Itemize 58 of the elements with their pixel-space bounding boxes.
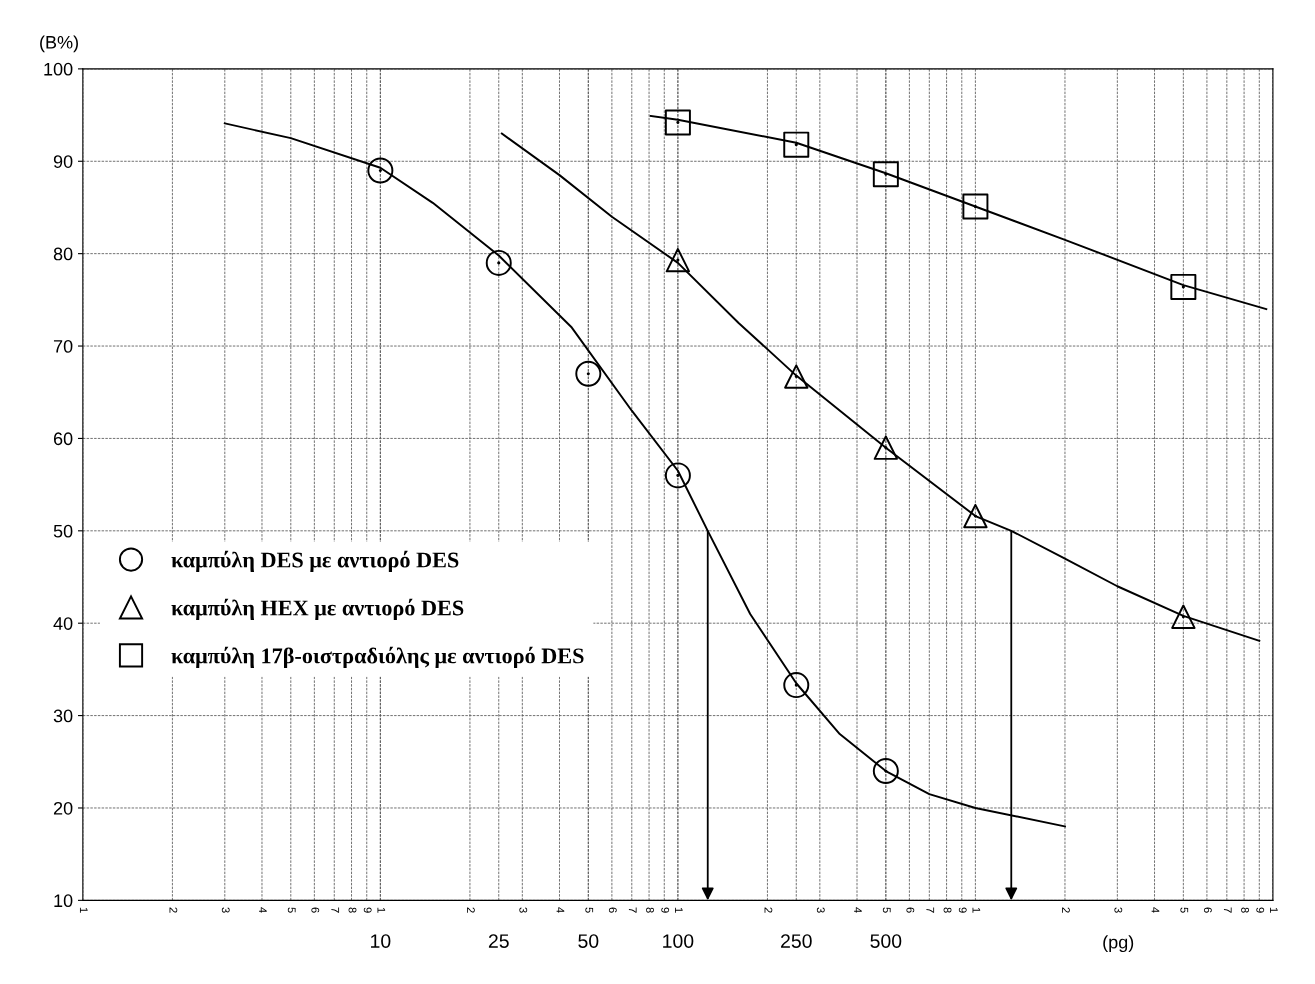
legend-label: καμπύλη 17β-οιστραδιόλης με αντιορό DES (171, 646, 584, 668)
y-tick-label: 80 (53, 247, 73, 261)
text: 1 (675, 907, 683, 913)
text: 4 (259, 907, 267, 913)
text: 3 (1114, 907, 1123, 913)
text: 5 (882, 907, 891, 913)
text: 8 (348, 907, 357, 913)
x-axis-title: (pg) (1103, 935, 1134, 953)
y-tick-label: 20 (53, 801, 73, 815)
text: 2 (1062, 907, 1070, 913)
text: 7 (1223, 907, 1232, 913)
text: 5 (287, 907, 296, 913)
text: 9 (363, 907, 372, 913)
text: 7 (331, 907, 340, 913)
y-tick-label: 30 (53, 709, 73, 723)
y-tick-label: 10 (54, 894, 73, 908)
text: 5 (1180, 907, 1189, 913)
text: 8 (1241, 907, 1249, 913)
text: 2 (764, 907, 773, 913)
text: 9 (661, 907, 670, 913)
text: 8 (943, 907, 952, 913)
text: 9 (958, 907, 967, 913)
text: 7 (926, 907, 935, 913)
text: 9 (1256, 907, 1265, 913)
x-tick-label: 25 (488, 934, 509, 948)
y-tick-label: 50 (53, 524, 73, 538)
x-tick-label: 10 (371, 934, 391, 948)
text: 1 (79, 907, 88, 913)
text: 2 (467, 907, 475, 913)
y-tick-label: 60 (53, 432, 73, 446)
y-axis-title: (B%) (40, 35, 78, 53)
text: 1 (972, 907, 981, 913)
text: 6 (311, 907, 320, 913)
text: 6 (608, 907, 617, 913)
text: 3 (221, 907, 230, 913)
text: 3 (519, 907, 528, 913)
text: 5 (585, 907, 594, 913)
legend-label: καμπύλη DES με αντιορό DES (171, 550, 459, 573)
legend-label: καμπύλη HEX με αντιορό DES (171, 598, 464, 620)
x-tick-label: 50 (578, 934, 599, 948)
x-tick-label: 250 (781, 934, 812, 948)
text: 8 (646, 907, 654, 913)
text: 4 (1151, 907, 1160, 913)
text: 1 (377, 907, 386, 913)
text: 2 (169, 907, 178, 913)
y-tick-label: 40 (53, 617, 73, 630)
x-tick-label: 100 (663, 934, 694, 948)
y-tick-label: 100 (44, 62, 73, 76)
text: 1 (1270, 907, 1278, 913)
text: 7 (628, 907, 637, 913)
y-tick-label: 90 (53, 155, 73, 168)
text: 4 (854, 907, 862, 913)
text: 6 (1203, 907, 1212, 913)
text: 6 (906, 907, 915, 913)
text: 3 (816, 907, 825, 913)
text: 4 (556, 907, 565, 913)
x-tick-label: 500 (870, 934, 902, 948)
y-tick-label: 70 (53, 339, 73, 353)
